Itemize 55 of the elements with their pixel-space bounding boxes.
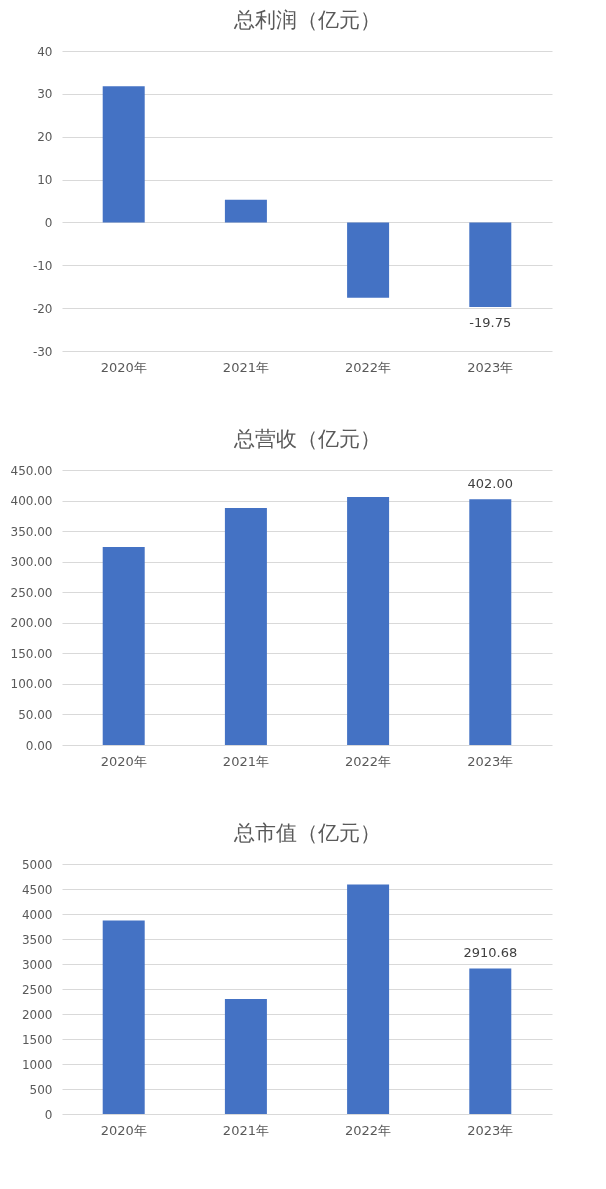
data-label: 402.00 [467, 476, 514, 492]
x-tick-label: 2021年 [222, 753, 269, 769]
y-tick-label: 150.00 [10, 646, 53, 661]
x-tick-label: 2023年 [467, 359, 514, 375]
y-tick-label: 5000 [21, 857, 53, 872]
y-tick-label: 1500 [21, 1032, 53, 1047]
data-label: 2910.68 [463, 945, 518, 961]
y-tick-label: 350.00 [10, 524, 53, 539]
y-tick-label: 4500 [21, 882, 53, 897]
x-tick-label: 2021年 [222, 359, 269, 375]
x-tick-label: 2023年 [467, 753, 514, 769]
chart-title: 总市值（亿元） [232, 821, 381, 845]
y-tick-label: 2000 [21, 1007, 53, 1022]
bar [469, 222, 512, 308]
chart-title: 总利润（亿元） [232, 8, 381, 32]
y-tick-label: 500 [29, 1082, 53, 1097]
y-tick-label: 400.00 [10, 494, 53, 509]
y-tick-label: 4000 [21, 907, 53, 922]
y-tick-label: 1000 [21, 1057, 53, 1072]
y-tick-label: 200.00 [10, 616, 53, 631]
bar [347, 884, 390, 1114]
y-tick-label: 0.00 [25, 738, 53, 753]
y-tick-label: 300.00 [10, 555, 53, 570]
bar [469, 968, 512, 1114]
y-tick-label: 40 [37, 44, 53, 59]
y-tick-label: 50.00 [18, 707, 53, 722]
bar [102, 920, 145, 1114]
chart-title: 总营收（亿元） [232, 427, 381, 451]
x-tick-label: 2022年 [345, 753, 392, 769]
bar [347, 222, 390, 298]
x-tick-label: 2020年 [100, 753, 147, 769]
y-tick-label: 20 [37, 130, 53, 145]
x-tick-label: 2021年 [222, 1122, 269, 1138]
y-tick-label: -20 [32, 301, 53, 316]
x-tick-label: 2020年 [100, 1122, 147, 1138]
x-tick-label: 2022年 [345, 1122, 392, 1138]
y-tick-label: 30 [37, 87, 53, 102]
y-tick-label: 3000 [21, 957, 53, 972]
y-tick-label: -10 [32, 258, 53, 273]
y-tick-label: 100.00 [10, 677, 53, 692]
y-tick-label: 250.00 [10, 585, 53, 600]
y-tick-label: 3500 [21, 932, 53, 947]
x-tick-label: 2020年 [100, 359, 147, 375]
data-label: -19.75 [469, 315, 512, 331]
y-tick-label: 0 [44, 215, 53, 230]
y-tick-label: -30 [32, 344, 53, 359]
x-tick-label: 2023年 [467, 1122, 514, 1138]
x-tick-label: 2022年 [345, 359, 392, 375]
bar [224, 999, 267, 1114]
bar [102, 86, 145, 223]
y-tick-label: 10 [37, 173, 53, 188]
bar [224, 199, 267, 223]
y-tick-label: 0 [44, 1107, 53, 1122]
y-tick-label: 450.00 [10, 463, 53, 478]
y-tick-label: 2500 [21, 982, 53, 997]
